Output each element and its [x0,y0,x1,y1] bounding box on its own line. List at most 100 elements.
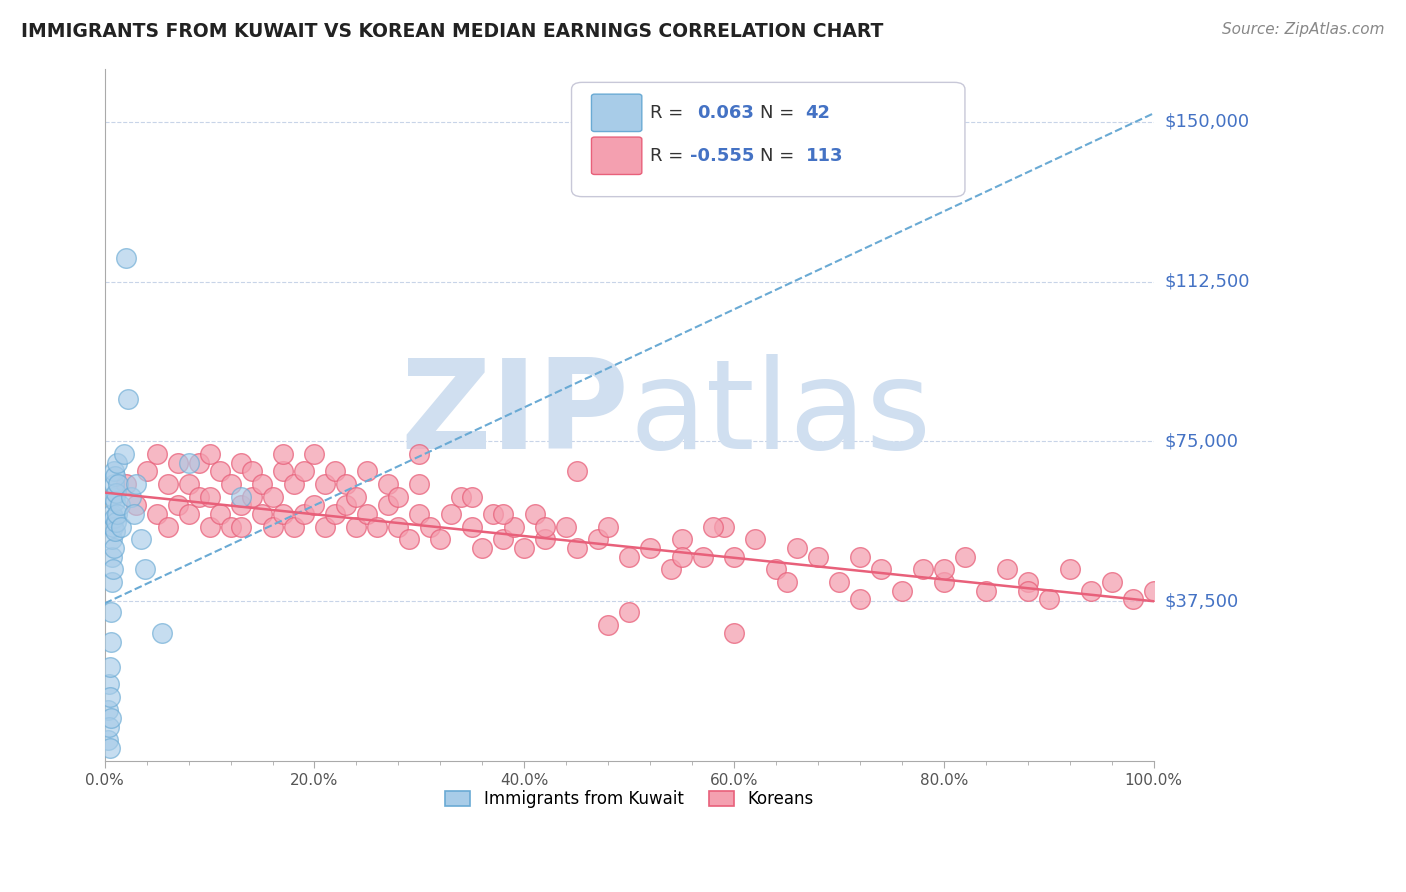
Text: Source: ZipAtlas.com: Source: ZipAtlas.com [1222,22,1385,37]
Point [598,617,620,632]
Point [250,507,273,521]
Point [849,592,872,607]
Text: ZIP: ZIP [401,354,630,475]
Point [283,477,305,491]
Point [555,519,578,533]
Point [229,456,252,470]
Point [125,477,148,491]
Point [240,464,263,478]
Point [105,516,128,530]
Point [598,519,620,533]
Point [325,464,347,478]
Point [492,507,515,521]
Point [1101,575,1123,590]
Point [523,507,546,521]
Point [104,524,127,538]
Point [103,464,125,478]
Point [114,251,136,265]
Point [346,490,368,504]
Point [177,477,200,491]
Point [167,499,190,513]
Point [713,519,735,533]
Point [292,464,315,478]
Point [398,533,420,547]
Point [100,634,122,648]
Text: N =: N = [761,103,800,122]
Point [502,519,524,533]
Point [1038,592,1060,607]
Point [104,494,127,508]
Point [150,626,173,640]
Point [271,464,294,478]
Point [314,477,336,491]
Point [335,499,357,513]
Point [98,690,121,705]
Point [619,605,641,619]
Point [1080,583,1102,598]
Point [188,456,211,470]
Point [891,583,914,598]
Point [101,549,124,564]
Point [408,507,430,521]
Point [619,549,641,564]
Point [932,562,955,576]
Point [105,456,128,470]
Point [97,732,120,747]
Point [229,519,252,533]
Point [271,507,294,521]
Point [304,447,326,461]
Point [250,477,273,491]
Point [450,490,472,504]
Point [97,720,120,734]
Point [953,549,976,564]
Point [513,541,536,555]
Text: atlas: atlas [630,354,931,475]
Point [870,562,893,576]
Point [565,464,588,478]
Point [702,519,724,533]
Text: IMMIGRANTS FROM KUWAIT VS KOREAN MEDIAN EARNINGS CORRELATION CHART: IMMIGRANTS FROM KUWAIT VS KOREAN MEDIAN … [21,22,883,41]
Point [828,575,851,590]
Point [122,507,145,521]
Point [98,741,121,756]
Point [671,533,693,547]
Point [101,575,124,590]
Point [97,677,120,691]
Point [271,447,294,461]
Point [156,477,179,491]
Point [209,507,232,521]
Point [103,541,125,555]
Point [262,490,284,504]
Point [786,541,808,555]
Point [723,549,745,564]
Point [101,519,124,533]
Point [101,507,124,521]
Point [534,533,557,547]
Text: $150,000: $150,000 [1166,112,1250,131]
Point [461,490,484,504]
Point [219,477,242,491]
Point [104,468,127,483]
Text: 42: 42 [806,103,831,122]
Point [105,507,128,521]
Text: R =: R = [650,147,689,166]
Point [974,583,997,598]
Point [110,499,132,513]
Point [325,507,347,521]
Text: R =: R = [650,103,689,122]
Point [304,499,326,513]
Point [135,464,157,478]
Point [262,519,284,533]
Point [177,456,200,470]
Point [100,711,122,725]
Point [775,575,797,590]
Point [408,447,430,461]
Point [198,490,221,504]
Point [229,499,252,513]
Point [356,464,378,478]
Point [120,490,142,504]
Point [146,447,169,461]
Point [440,507,463,521]
Point [366,519,388,533]
Point [100,605,122,619]
